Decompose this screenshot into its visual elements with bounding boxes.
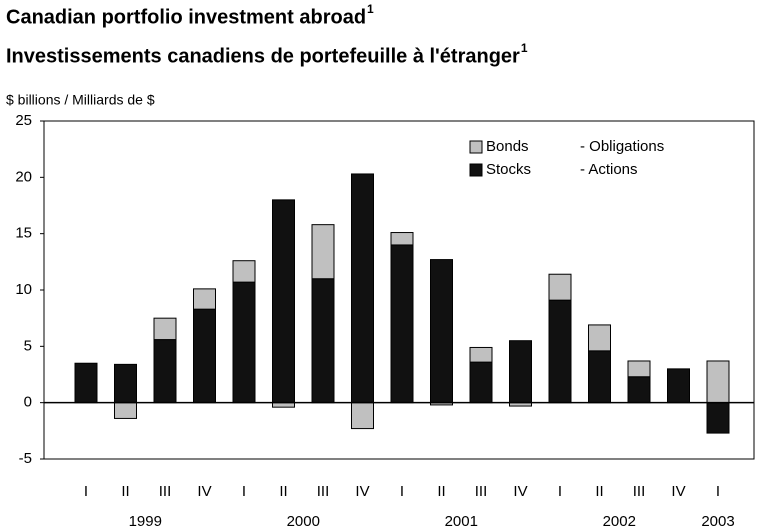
year-label: 2001: [445, 513, 478, 530]
x-tick-label: II: [437, 483, 445, 500]
legend-label-fr: - Obligations: [580, 138, 664, 155]
x-tick-label: I: [242, 483, 246, 500]
legend-swatch: [469, 140, 483, 154]
bar-segment: [509, 340, 532, 404]
legend-label-fr: - Actions: [580, 161, 638, 178]
bar-segment: [588, 324, 611, 352]
x-tick-label: I: [558, 483, 562, 500]
x-tick-label: I: [716, 483, 720, 500]
x-tick-label: IV: [197, 483, 211, 500]
x-tick-label: IV: [671, 483, 685, 500]
y-tick-label: -5: [19, 450, 32, 467]
y-tick-label: 25: [15, 112, 32, 129]
year-label: 2002: [603, 513, 636, 530]
chart-subtitle: Investissements canadiens de portefeuill…: [6, 45, 520, 67]
chart-title: Canadian portfolio investment abroad: [6, 6, 366, 28]
x-tick-label: IV: [355, 483, 369, 500]
legend-label: Stocks: [486, 161, 531, 178]
bar-segment: [232, 281, 256, 404]
bar-segment: [548, 299, 572, 404]
bar-segment: [706, 360, 730, 404]
x-tick-label: II: [595, 483, 603, 500]
legend-label: Bonds: [486, 138, 529, 155]
x-tick-label: II: [279, 483, 287, 500]
bar-segment: [390, 244, 414, 404]
bar-segment: [74, 362, 98, 404]
x-tick-label: II: [121, 483, 129, 500]
x-tick-label: III: [317, 483, 330, 500]
bar-segment: [193, 308, 216, 404]
subtitle-note: 1: [521, 41, 528, 55]
bar-segment: [627, 360, 651, 378]
bar-segment: [272, 199, 295, 404]
bar-segment: [311, 278, 335, 404]
x-tick-label: IV: [513, 483, 527, 500]
year-label: 2000: [287, 513, 320, 530]
x-tick-label: III: [633, 483, 646, 500]
bar-segment: [430, 259, 453, 404]
bar-segment: [469, 361, 493, 404]
bar-segment: [390, 232, 414, 246]
y-axis-label: $ billions / Milliards de $: [6, 92, 155, 108]
bar-segment: [351, 173, 374, 404]
y-tick-label: 20: [15, 168, 32, 185]
x-tick-label: I: [400, 483, 404, 500]
bar-segment: [588, 350, 611, 404]
x-tick-label: III: [159, 483, 172, 500]
legend-swatch: [469, 163, 483, 177]
y-tick-label: 0: [24, 394, 32, 411]
x-tick-label: III: [475, 483, 488, 500]
bar-segment: [311, 224, 335, 280]
y-tick-label: 15: [15, 225, 32, 242]
bar-segment: [114, 363, 137, 404]
bar-segment: [232, 260, 256, 283]
bar-segment: [667, 368, 690, 404]
bar-segment: [627, 376, 651, 404]
bar-segment: [153, 339, 177, 404]
bar-segment: [114, 402, 137, 419]
bar-segment: [548, 273, 572, 301]
y-tick-label: 10: [15, 281, 32, 298]
x-tick-label: I: [84, 483, 88, 500]
year-label: 1999: [129, 513, 162, 530]
title-note: 1: [367, 2, 374, 16]
bar-segment: [706, 402, 730, 434]
bar-segment: [351, 402, 374, 430]
y-tick-label: 5: [24, 337, 32, 354]
bar-segment: [469, 346, 493, 363]
bar-segment: [153, 317, 177, 341]
bar-segment: [193, 288, 216, 310]
year-label: 2003: [701, 513, 734, 530]
